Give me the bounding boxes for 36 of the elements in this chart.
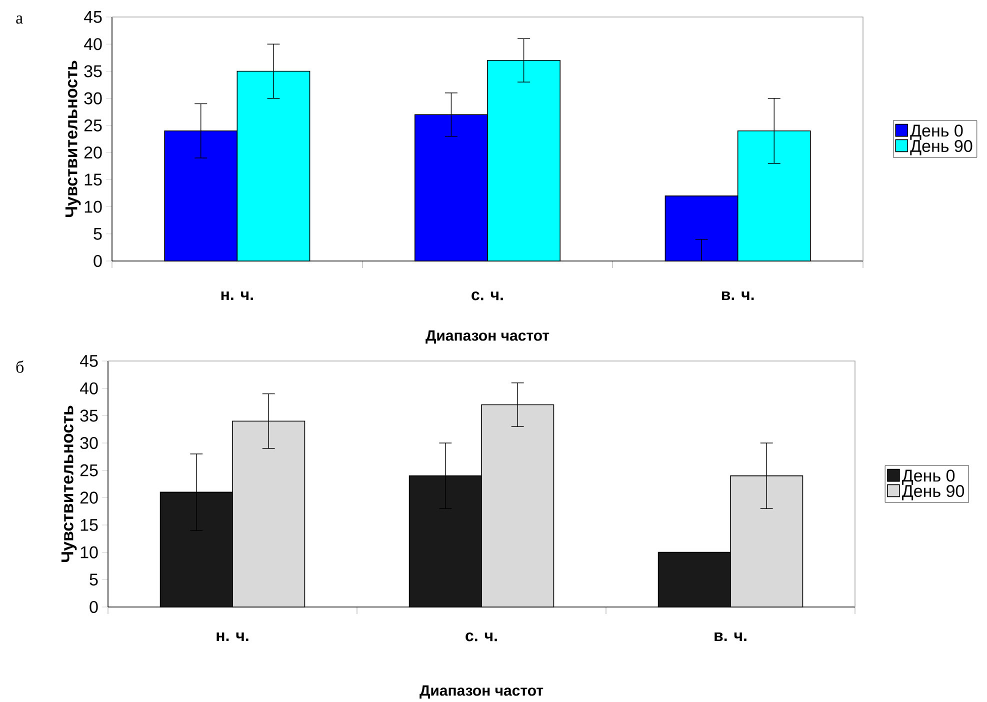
x-tick-label: с. ч. <box>472 292 503 300</box>
x-tick-label: в. ч. <box>722 292 754 300</box>
y-tick-label: 25 <box>80 464 98 476</box>
x-axis-title: Диапазон частот <box>420 685 544 699</box>
y-tick-label: 45 <box>84 11 102 23</box>
y-tick-label: 30 <box>84 92 102 104</box>
y-tick-label: 15 <box>80 519 98 531</box>
y-tick-label: 45 <box>80 355 98 367</box>
y-tick-label: 30 <box>80 436 98 450</box>
y-tick-label: 5 <box>94 228 102 240</box>
y-tick-label: 0 <box>90 600 98 614</box>
y-tick-label: 25 <box>84 119 102 132</box>
y-tick-label: 5 <box>90 574 98 586</box>
legend-label: День 0 <box>902 470 955 485</box>
x-tick-label: н. ч. <box>216 632 248 641</box>
y-axis-title: Чувствительность <box>65 60 81 217</box>
y-tick-label: 10 <box>80 546 98 558</box>
x-tick-label: с. ч. <box>466 632 497 642</box>
y-tick-label: 35 <box>84 65 102 78</box>
y-tick-label: 0 <box>94 254 102 268</box>
x-axis-title: Диапазон частот <box>426 330 550 344</box>
y-tick-label: 40 <box>84 38 102 50</box>
text: б <box>16 360 24 373</box>
legend-label: День 90 <box>902 484 964 500</box>
legend-label: День 90 <box>910 140 972 156</box>
y-tick-label: 20 <box>84 146 102 159</box>
y-tick-label: 35 <box>80 410 98 422</box>
x-tick-label: н. ч. <box>221 292 253 300</box>
y-tick-label: 20 <box>80 492 98 504</box>
text: а <box>16 16 23 24</box>
y-tick-label: 40 <box>80 382 98 394</box>
y-axis-title: Чувствительность <box>61 406 77 562</box>
y-tick-label: 15 <box>84 174 102 186</box>
legend-label: День 0 <box>910 124 963 140</box>
y-tick-label: 10 <box>84 200 102 213</box>
x-tick-label: в. ч. <box>714 632 746 641</box>
